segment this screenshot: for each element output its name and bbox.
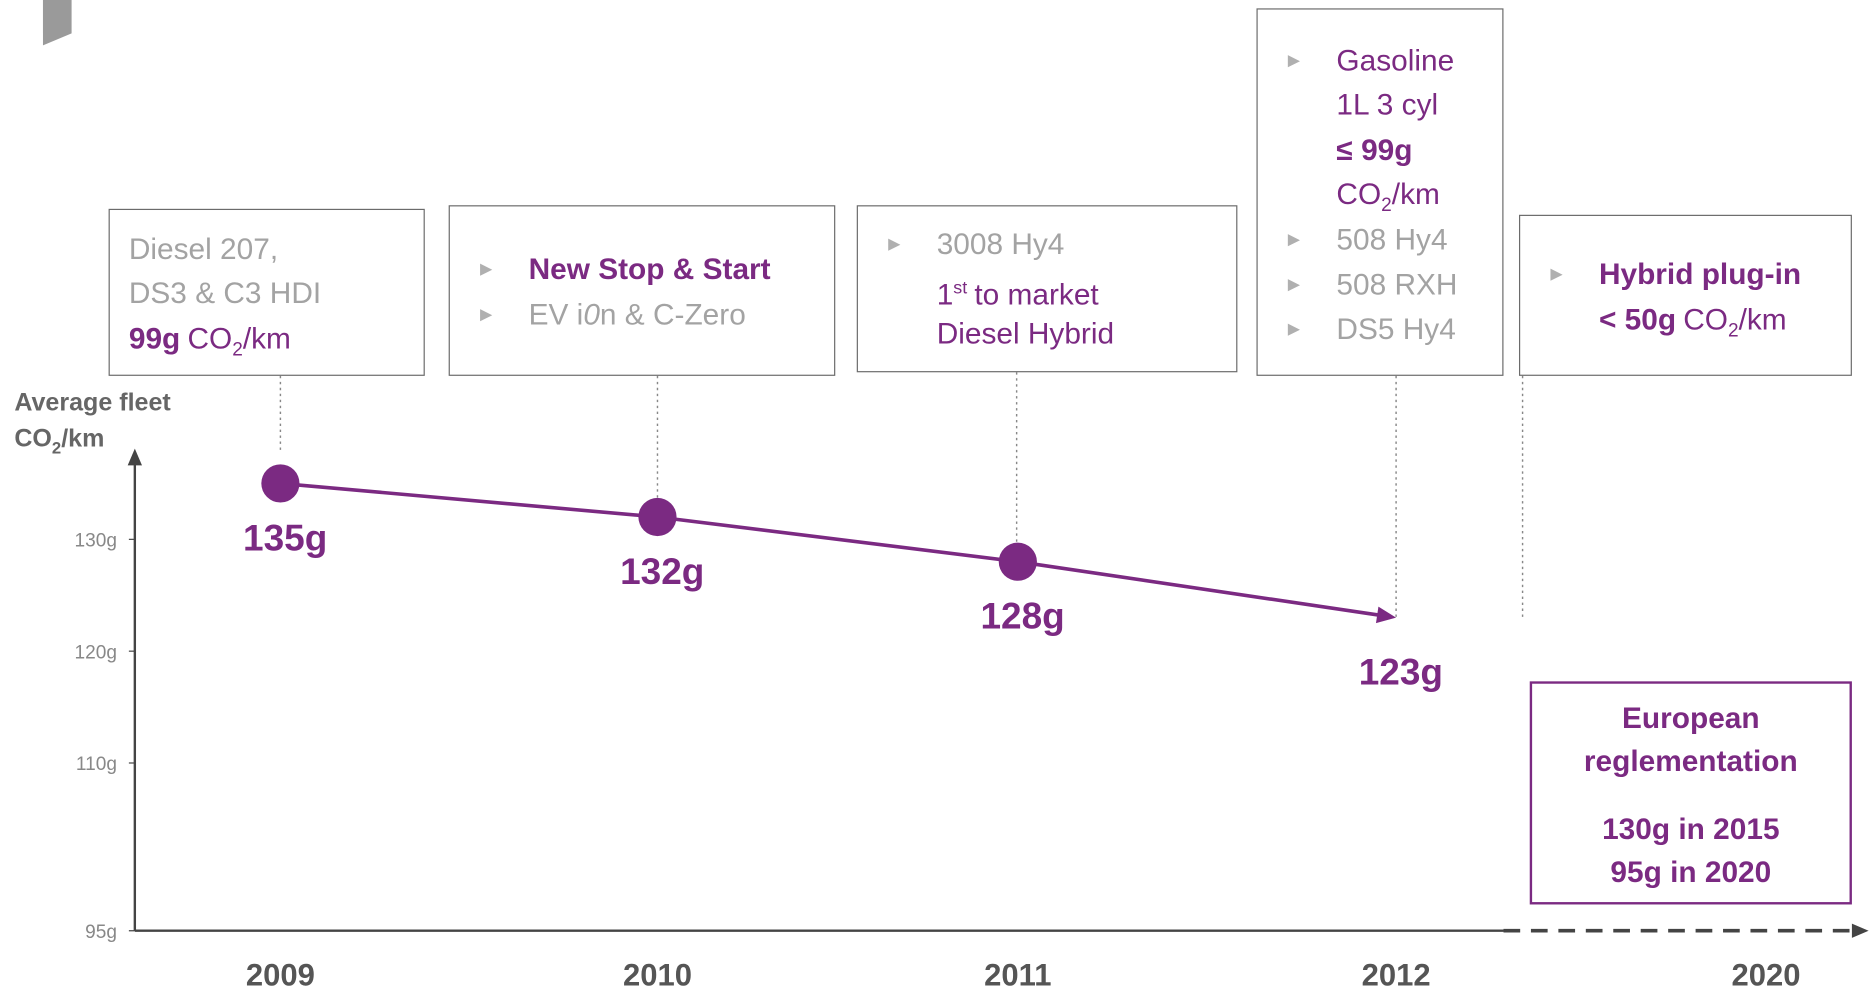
data-label: 128g	[980, 596, 1064, 637]
text: CO	[1683, 303, 1728, 337]
x-tick-label: 2020	[1731, 958, 1800, 991]
y-label-line: Average fleet	[14, 388, 171, 417]
corner-decoration	[42, 0, 72, 46]
text: < 50g	[1598, 303, 1677, 337]
text: /km	[61, 424, 105, 453]
y-axis-label: Average fleet CO2/km	[14, 385, 170, 465]
text: 508 RXH	[1284, 267, 1458, 303]
data-point	[638, 497, 677, 537]
text-line: 99g CO2/km	[129, 321, 291, 369]
text: n & C-Zero	[599, 298, 746, 332]
text-line: EV i0n & C-Zero	[476, 297, 746, 333]
text: reglementation	[1583, 744, 1798, 778]
text: to market	[974, 278, 1099, 312]
text: 2	[1727, 320, 1739, 342]
y-tick-label: 130g	[74, 531, 116, 552]
text: st	[953, 278, 968, 299]
text: ≤ 99g	[1336, 133, 1413, 168]
x-axis-arrow	[1851, 923, 1869, 938]
x-tick-label: 2012	[1362, 958, 1431, 991]
y-tick-label: 110g	[76, 754, 117, 775]
text: EV i	[528, 298, 584, 332]
text-line: < 50g CO2/km	[1599, 302, 1787, 350]
data-point	[261, 464, 300, 503]
text: /km	[1738, 303, 1787, 337]
annotation-box: Diesel 207, DS3 & C3 HDI 99g CO2/km	[108, 208, 425, 376]
data-label: 132g	[620, 551, 704, 592]
text: 99g	[128, 322, 181, 356]
y-tick-label: 120g	[74, 642, 116, 663]
text: 1L 3 cyl	[1336, 88, 1439, 122]
arrow-head	[1375, 606, 1397, 624]
text: 130g in 2015	[1602, 812, 1780, 847]
text: European	[1622, 701, 1760, 736]
x-tick-label: 2010	[623, 958, 692, 991]
regulation-box: European reglementation 130g in 2015 95g…	[1529, 681, 1852, 905]
text: Hybrid plug-in	[1546, 257, 1801, 293]
text: 3008 Hy4	[884, 227, 1064, 263]
text: 2	[232, 340, 243, 361]
text: /km	[242, 322, 291, 356]
text: /km	[1391, 177, 1440, 212]
text: 2	[51, 437, 62, 458]
x-tick-label: 2011	[984, 958, 1051, 991]
text: 2	[1381, 195, 1392, 216]
text: CO	[1336, 177, 1382, 212]
annotation-box: New Stop & Start EV i0n & C-Zero	[448, 205, 836, 376]
text: DS5 Hy4	[1284, 311, 1456, 347]
text: New Stop & Start	[476, 252, 770, 288]
trend-line	[280, 481, 1380, 617]
text-line: CO2/km	[1336, 177, 1439, 225]
text-line: 1st to market	[937, 271, 1099, 313]
x-tick-label: 2009	[246, 958, 315, 991]
data-point	[998, 542, 1037, 581]
text: 1	[936, 278, 954, 312]
connectors	[279, 372, 1524, 621]
data-label: 123g	[1359, 651, 1443, 692]
y-tick-label: 95g	[85, 922, 117, 943]
text: 0	[583, 298, 600, 332]
text: CO	[187, 322, 233, 356]
text: Diesel 207,	[128, 232, 279, 267]
annotation-box: Gasoline 1L 3 cyl ≤ 99g CO2/km 508 Hy4 5…	[1256, 8, 1504, 376]
text: Diesel Hybrid	[936, 317, 1115, 351]
text: 95g in 2020	[1610, 855, 1772, 889]
data-label: 135g	[243, 517, 327, 558]
annotation-box: 3008 Hy4 1st to market Diesel Hybrid	[856, 205, 1238, 373]
text: Gasoline	[1284, 43, 1454, 79]
y-axis-arrow	[127, 448, 142, 466]
text: DS3 & C3 HDI	[128, 276, 322, 311]
y-label-line: CO2/km	[14, 421, 170, 465]
text: 508 Hy4	[1284, 222, 1448, 258]
text: CO	[14, 424, 52, 453]
